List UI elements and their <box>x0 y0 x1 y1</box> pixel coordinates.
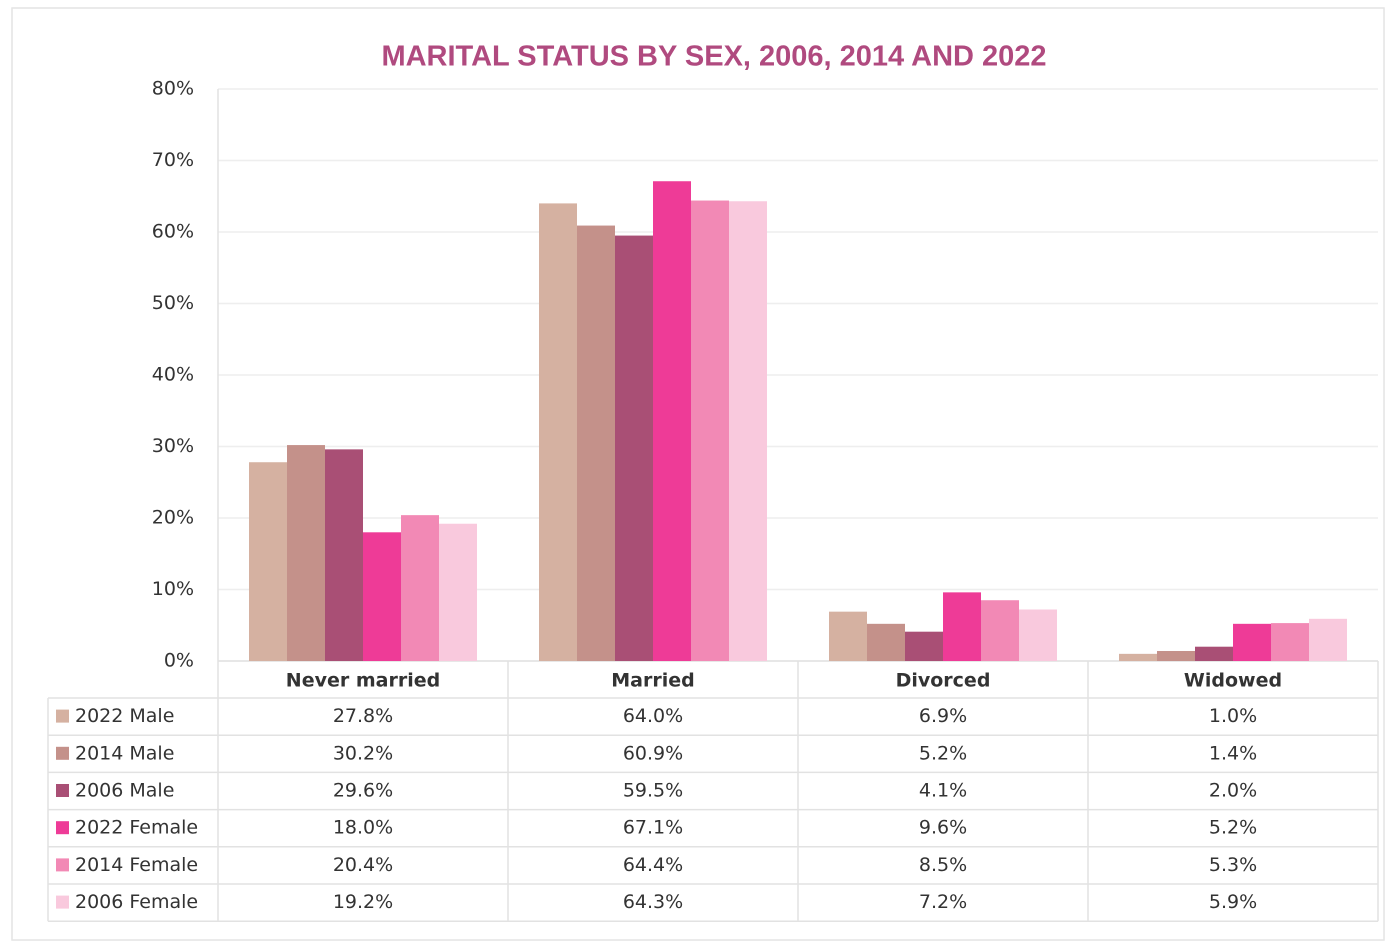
bar <box>401 515 439 661</box>
bar <box>1233 623 1271 661</box>
legend-swatch <box>56 858 69 872</box>
bar <box>981 600 1019 661</box>
legend-swatch <box>56 784 69 797</box>
table-value: 20.4% <box>333 854 393 876</box>
bar <box>1119 653 1157 661</box>
table-value: 5.2% <box>1209 817 1257 839</box>
bar <box>867 623 905 661</box>
table-value: 60.9% <box>623 742 683 764</box>
y-tick-label: 10% <box>152 578 194 600</box>
bar <box>439 523 477 661</box>
bar <box>829 611 867 661</box>
table-value: 64.0% <box>623 705 683 727</box>
legend-label: 2014 Female <box>75 854 198 876</box>
table-value: 67.1% <box>623 817 683 839</box>
table-value: 29.6% <box>333 780 393 802</box>
y-tick-label: 70% <box>152 149 194 171</box>
bar <box>729 201 767 661</box>
x-tick-label: Never married <box>286 670 440 692</box>
bar <box>943 592 981 661</box>
legend-swatch <box>56 821 69 835</box>
table-value: 9.6% <box>919 817 967 839</box>
bar <box>1157 650 1195 661</box>
bar <box>653 181 691 662</box>
bar <box>577 225 615 661</box>
bar <box>363 532 401 661</box>
table-value: 19.2% <box>333 891 393 913</box>
bar <box>615 235 653 661</box>
legend-swatch <box>56 895 69 909</box>
table-value: 30.2% <box>333 742 393 764</box>
bar <box>287 445 325 661</box>
legend-label: 2006 Male <box>75 780 174 802</box>
y-tick-label: 20% <box>152 507 194 529</box>
chart-title: MARITAL STATUS BY SEX, 2006, 2014 AND 20… <box>381 41 1046 73</box>
table-value: 5.2% <box>919 742 967 764</box>
y-tick-label: 40% <box>152 364 194 386</box>
y-tick-label: 50% <box>152 292 194 314</box>
legend-label: 2022 Male <box>75 705 174 727</box>
table-value: 6.9% <box>919 705 967 727</box>
table-value: 7.2% <box>919 891 967 913</box>
table-value: 5.9% <box>1209 891 1257 913</box>
legend-swatch <box>56 709 69 723</box>
bar <box>1309 618 1347 661</box>
bar <box>539 203 577 661</box>
frame <box>11 7 1385 941</box>
table-value: 1.0% <box>1209 705 1257 727</box>
y-tick-label: 30% <box>152 435 194 457</box>
table-value: 18.0% <box>333 817 393 839</box>
legend-swatch <box>56 746 69 760</box>
y-tick-label: 80% <box>152 78 194 100</box>
legend-label: 2006 Female <box>75 891 198 913</box>
bar <box>1195 646 1233 661</box>
bar <box>1019 609 1057 661</box>
table-value: 8.5% <box>919 854 967 876</box>
x-tick-label: Divorced <box>896 670 991 692</box>
bar <box>1271 623 1309 661</box>
legend-label: 2022 Female <box>75 817 198 839</box>
bar <box>249 462 287 661</box>
y-tick-label: 0% <box>164 650 194 672</box>
table-value: 2.0% <box>1209 780 1257 802</box>
bar <box>325 449 363 661</box>
y-tick-label: 60% <box>152 221 194 243</box>
bar <box>691 200 729 662</box>
table-value: 4.1% <box>919 780 967 802</box>
x-tick-label: Married <box>611 670 694 692</box>
bar <box>905 631 943 661</box>
table-value: 64.3% <box>623 891 683 913</box>
x-tick-label: Widowed <box>1184 670 1282 692</box>
table-value: 64.4% <box>623 854 683 876</box>
table-value: 5.3% <box>1209 854 1257 876</box>
table-value: 1.4% <box>1209 742 1257 764</box>
table-value: 27.8% <box>333 705 393 727</box>
table-value: 59.5% <box>623 780 683 802</box>
legend-label: 2014 Male <box>75 742 174 764</box>
